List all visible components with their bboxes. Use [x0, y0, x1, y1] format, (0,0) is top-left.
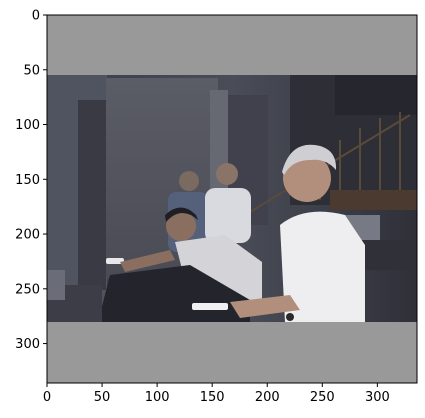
- x-tick-label: 200: [255, 390, 280, 405]
- y-tick-label: 200: [15, 228, 40, 243]
- x-tick-label: 50: [94, 390, 111, 405]
- x-tick-label: 300: [365, 390, 390, 405]
- bottom-padding-band: [47, 322, 417, 383]
- top-padding-band: [47, 15, 417, 75]
- y-tick-label: 150: [15, 173, 40, 188]
- photo: [47, 75, 417, 322]
- y-tick-label: 100: [15, 118, 40, 133]
- x-tick-label: 150: [200, 390, 225, 405]
- y-tick-label: 50: [23, 63, 40, 78]
- x-tick-label: 0: [43, 390, 51, 405]
- x-axis: 0 50 100 150 200 250 300: [43, 383, 390, 405]
- x-tick-label: 250: [310, 390, 335, 405]
- y-tick-label: 0: [32, 9, 40, 24]
- image-area: [47, 15, 417, 383]
- axes-frame: [46, 14, 418, 384]
- y-tick-label: 300: [15, 337, 40, 352]
- y-axis: 0 50 100 150 200 250 300: [15, 9, 47, 352]
- x-tick-label: 100: [145, 390, 170, 405]
- y-tick-label: 250: [15, 282, 40, 297]
